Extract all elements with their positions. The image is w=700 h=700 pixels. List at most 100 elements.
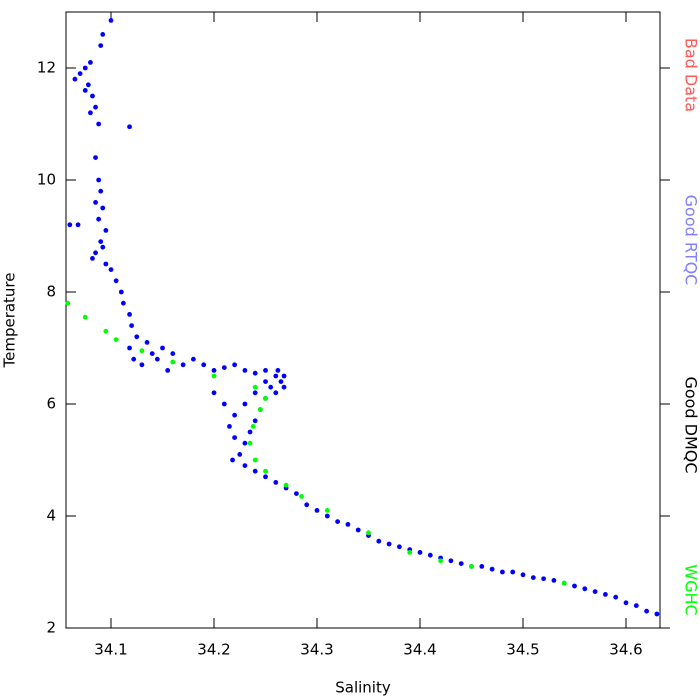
- point: [103, 328, 109, 334]
- point: [458, 561, 464, 566]
- point: [93, 155, 98, 161]
- point: [247, 440, 253, 446]
- point: [211, 373, 217, 379]
- y-tick-label: 4: [46, 507, 56, 525]
- point: [448, 558, 454, 564]
- point: [281, 384, 287, 390]
- point: [438, 558, 444, 564]
- point: [98, 43, 104, 48]
- point: [221, 365, 227, 370]
- point: [149, 351, 155, 356]
- point: [120, 300, 126, 306]
- x-tick-label: 34.5: [506, 641, 539, 659]
- point: [268, 384, 274, 390]
- point: [304, 502, 310, 508]
- point: [242, 463, 248, 468]
- point: [90, 256, 95, 261]
- point: [113, 278, 119, 284]
- x-tick-label: 34.2: [197, 641, 230, 659]
- point: [170, 351, 176, 356]
- point: [232, 362, 238, 368]
- point: [572, 583, 577, 589]
- point: [108, 267, 114, 272]
- point: [281, 373, 287, 379]
- x-tick-label: 34.4: [403, 641, 436, 659]
- point: [160, 345, 165, 351]
- point: [127, 124, 132, 130]
- y-axis-label: Temperature: [1, 272, 19, 368]
- point: [100, 205, 106, 211]
- point: [417, 550, 423, 555]
- point: [96, 216, 102, 222]
- point: [82, 88, 88, 93]
- point: [335, 519, 341, 524]
- point: [230, 457, 235, 463]
- point: [139, 362, 145, 368]
- y-tick-label: 6: [46, 395, 56, 413]
- point: [355, 527, 361, 533]
- point: [201, 362, 207, 368]
- point: [103, 261, 109, 267]
- x-tick-label: 34.1: [94, 641, 127, 659]
- point: [88, 60, 93, 65]
- point: [75, 222, 81, 228]
- point: [65, 300, 71, 306]
- point: [252, 468, 258, 474]
- x-tick-label: 34.3: [300, 641, 333, 659]
- point: [88, 110, 93, 116]
- point: [131, 356, 137, 362]
- point: [263, 396, 268, 401]
- point: [113, 337, 119, 342]
- point: [582, 586, 588, 592]
- point: [72, 76, 78, 82]
- point: [134, 334, 140, 340]
- point: [232, 412, 238, 418]
- point: [98, 188, 104, 194]
- point: [118, 289, 124, 295]
- point: [613, 594, 619, 600]
- point: [263, 474, 268, 480]
- point: [252, 418, 258, 424]
- point: [278, 379, 284, 384]
- point: [273, 390, 279, 396]
- point: [108, 18, 114, 23]
- point: [154, 356, 160, 362]
- point: [144, 340, 150, 345]
- point: [93, 200, 98, 205]
- point: [90, 93, 95, 99]
- point: [93, 104, 98, 110]
- point: [191, 356, 196, 362]
- point: [82, 314, 88, 320]
- point: [170, 359, 176, 365]
- point: [324, 508, 330, 513]
- point: [221, 401, 227, 407]
- point: [139, 348, 145, 354]
- y-tick-label: 8: [46, 283, 56, 301]
- x-tick-label: 34.6: [609, 641, 642, 659]
- point: [82, 65, 88, 71]
- point: [407, 550, 413, 555]
- point: [530, 575, 536, 580]
- point: [93, 250, 98, 256]
- point: [257, 407, 263, 412]
- point: [592, 589, 598, 594]
- point: [366, 530, 371, 536]
- point: [299, 494, 304, 499]
- point: [211, 390, 217, 396]
- point: [283, 482, 289, 488]
- point: [100, 32, 106, 37]
- point: [180, 362, 186, 368]
- x-axis-label: Salinity: [335, 679, 391, 697]
- point: [67, 222, 73, 228]
- point: [273, 373, 279, 379]
- point: [98, 239, 104, 245]
- point: [500, 569, 505, 575]
- legend-entry: Good DMQC: [682, 376, 700, 473]
- point: [551, 578, 557, 583]
- point: [397, 544, 402, 550]
- point: [252, 457, 258, 463]
- point: [376, 538, 382, 544]
- point: [314, 508, 320, 513]
- point: [129, 323, 135, 328]
- point: [252, 370, 258, 376]
